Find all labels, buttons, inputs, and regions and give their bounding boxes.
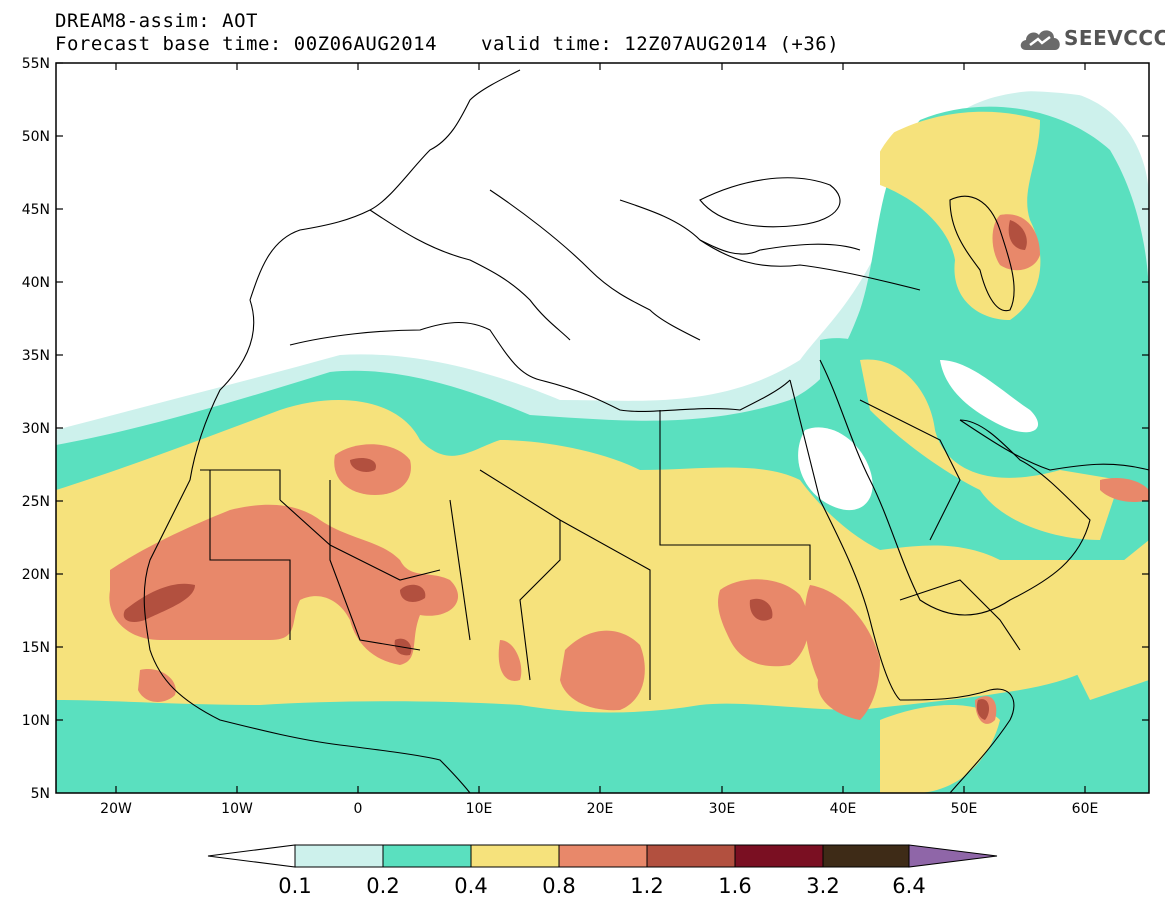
- logo-text: SEEVCCC: [1064, 26, 1165, 50]
- axis-ticks: [56, 62, 1149, 793]
- colorbar-label: 0.2: [366, 874, 399, 898]
- lat-label: 40N: [22, 275, 50, 291]
- latitude-labels: 55N 50N 45N 40N 35N 30N 25N 20N 15N 10N …: [22, 56, 50, 802]
- lat-label: 10N: [22, 713, 50, 729]
- coastlines: [56, 69, 1149, 793]
- colorbar-swatch: [734, 844, 824, 868]
- colorbar-label: 0.4: [454, 874, 487, 898]
- forecast-base-time: Forecast base time: 00Z06AUG2014: [55, 33, 438, 55]
- colorbar-label: 0.1: [278, 874, 311, 898]
- aot-band-0-4: [56, 400, 1149, 793]
- lon-label: 30E: [709, 801, 736, 817]
- lon-label: 50E: [951, 801, 978, 817]
- colorbar-over-arrow: [908, 844, 998, 868]
- colorbar-swatch: [470, 844, 560, 868]
- lon-label: 20E: [587, 801, 614, 817]
- colorbar-swatch: [646, 844, 736, 868]
- colorbar-label: 3.2: [806, 874, 839, 898]
- aot-caspian-yellow: [860, 111, 1120, 540]
- lat-label: 45N: [22, 202, 50, 218]
- lat-label: 25N: [22, 494, 50, 510]
- lon-label: 10W: [221, 801, 253, 817]
- cloud-icon: [1020, 30, 1060, 50]
- seevccc-logo: SEEVCCC: [1018, 24, 1165, 54]
- colorbar-label: 1.6: [718, 874, 751, 898]
- lat-label: 50N: [22, 129, 50, 145]
- colorbar-swatch: [382, 844, 472, 868]
- aot-field: [56, 63, 1149, 793]
- valid-time: valid time: 12Z07AUG2014 (+36): [481, 33, 840, 55]
- colorbar-swatch: [294, 844, 384, 868]
- lon-label: 0: [354, 801, 363, 817]
- colorbar-swatch: [822, 844, 910, 868]
- aot-band-1-2: [123, 220, 1027, 720]
- colorbar-labels: 0.1 0.2 0.4 0.8 1.2 1.6 3.2 6.4: [278, 874, 925, 898]
- aot-band-0-8: [109, 214, 1149, 724]
- lon-label: 10E: [466, 801, 493, 817]
- colorbar: [207, 844, 998, 868]
- lat-label: 5N: [31, 786, 50, 802]
- map-title: DREAM8-assim: AOT: [55, 10, 258, 32]
- aot-clean-air: [56, 63, 1149, 511]
- lat-label: 15N: [22, 640, 50, 656]
- colorbar-label: 6.4: [892, 874, 925, 898]
- colorbar-label: 1.2: [630, 874, 663, 898]
- lat-label: 35N: [22, 348, 50, 364]
- lon-label: 60E: [1072, 801, 1099, 817]
- colorbar-under-arrow: [207, 844, 296, 868]
- longitude-labels: 20W 10W 0 10E 20E 30E 40E 50E 60E: [100, 801, 1098, 817]
- lat-label: 20N: [22, 567, 50, 583]
- lon-label: 20W: [100, 801, 132, 817]
- lon-label: 40E: [830, 801, 857, 817]
- colorbar-label: 0.8: [542, 874, 575, 898]
- lat-label: 55N: [22, 56, 50, 72]
- lat-label: 30N: [22, 421, 50, 437]
- colorbar-swatch: [558, 844, 648, 868]
